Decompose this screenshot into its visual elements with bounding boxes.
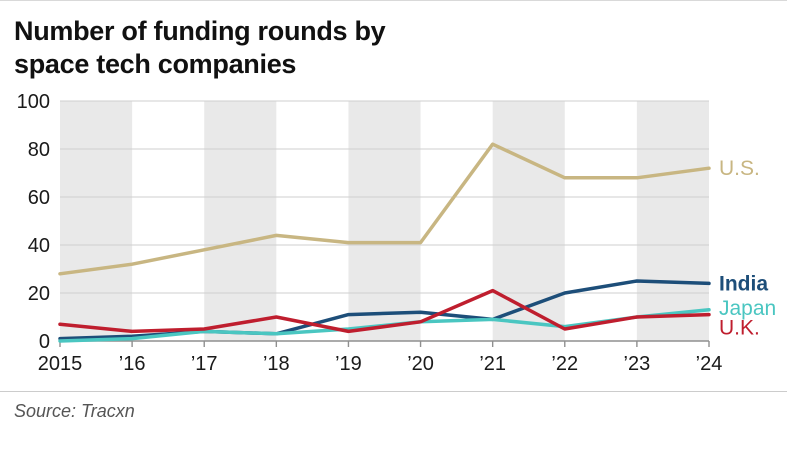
x-axis: 2015 ’16 ’17 ’18 ’19 ’20 ’21 ’22 ’23 ’24 xyxy=(38,340,723,375)
series-label-japan: Japan xyxy=(719,297,776,320)
x-tick-label: ’20 xyxy=(407,353,434,375)
series-label-uk: U.K. xyxy=(719,316,760,339)
x-tick-label: ’22 xyxy=(551,353,578,375)
x-tick-label: ’16 xyxy=(119,353,146,375)
x-tick-label: ’17 xyxy=(191,353,218,375)
x-tick-label: 2015 xyxy=(38,353,83,375)
y-tick-label: 100 xyxy=(17,91,50,113)
x-tick-label: ’21 xyxy=(479,353,506,375)
chart-title-line2: space tech companies xyxy=(14,48,297,79)
chart-title: Number of funding rounds by space tech co… xyxy=(0,1,787,87)
source-note: Source: Tracxn xyxy=(0,390,787,422)
x-tick-label: ’24 xyxy=(696,353,723,375)
y-tick-label: 40 xyxy=(28,235,50,257)
chart-title-line1: Number of funding rounds by xyxy=(14,16,386,46)
series-label-india: India xyxy=(719,272,768,295)
background-bands xyxy=(60,100,709,341)
series-lines xyxy=(58,142,711,343)
y-tick-label: 0 xyxy=(39,331,50,353)
x-tick-label: ’23 xyxy=(624,353,651,375)
x-tick-label: ’18 xyxy=(263,353,290,375)
series-line-uk xyxy=(58,288,711,334)
series-line-us xyxy=(58,142,711,276)
series-label-us: U.S. xyxy=(719,157,760,180)
line-chart: 0 20 40 60 80 100 2015 ’16 ’17 ’18 ’19 ’20 ’21 ’22 ’23… xyxy=(0,87,787,381)
y-tick-label: 80 xyxy=(28,139,50,161)
funding-rounds-chart-svg: 0 20 40 60 80 100 2015 ’16 ’17 ’18 ’19 ’20 ’21 ’22 ’23… xyxy=(17,91,777,375)
y-tick-label: 60 xyxy=(28,187,50,209)
gridlines: 0 20 40 60 80 100 xyxy=(17,91,709,353)
x-tick-label: ’19 xyxy=(335,353,362,375)
y-tick-label: 20 xyxy=(28,283,50,305)
